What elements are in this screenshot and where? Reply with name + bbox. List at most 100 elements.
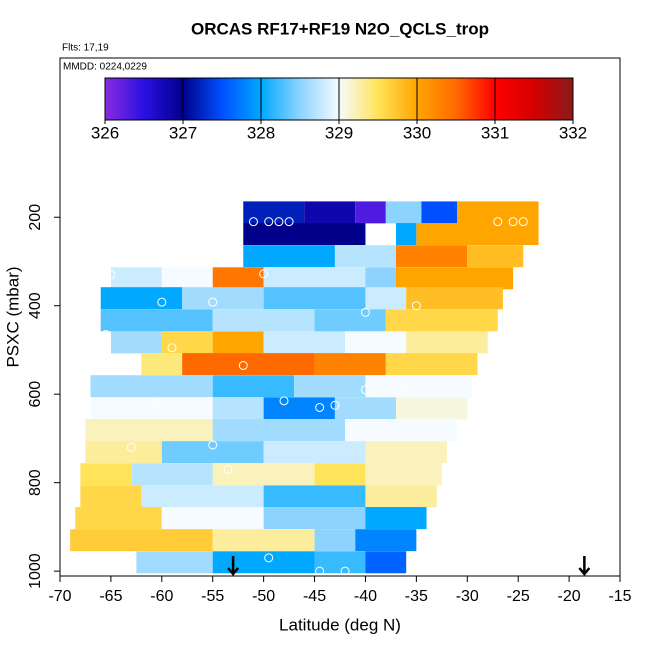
strip-segment (161, 507, 264, 530)
strip-segment (263, 397, 335, 420)
strip-segment (334, 397, 396, 420)
strip-segment (365, 287, 407, 310)
sample-point (401, 385, 411, 395)
strip-segment (365, 485, 437, 508)
strip-segment (467, 245, 524, 268)
colorbar-tick-label: 329 (325, 123, 353, 142)
sample-point (279, 396, 289, 406)
arrow (227, 556, 240, 576)
strip-segment (365, 551, 407, 574)
strip-segment (243, 223, 366, 246)
y-axis-label: PSXC (mbar) (3, 266, 22, 367)
colorbar-tick-label: 327 (169, 123, 197, 142)
strip-segment (365, 375, 473, 398)
strip-segment (212, 375, 295, 398)
strip-segment (80, 463, 132, 486)
x-tick-label: -35 (405, 588, 428, 605)
strip-segment (421, 201, 458, 224)
colorbar-tick-label: 331 (481, 123, 509, 142)
strip-segment (304, 201, 356, 224)
strip-segment (161, 331, 213, 354)
strip-segment (80, 485, 142, 508)
strip-segment (182, 353, 315, 376)
sample-point (126, 442, 136, 452)
strip-segment (85, 419, 213, 442)
strip-segment (212, 309, 315, 332)
strip-segment (416, 223, 539, 246)
sample-point (152, 398, 162, 408)
strip-segment (314, 529, 356, 552)
subtitle: Flts: 17,19 (62, 43, 109, 54)
strip-segment (141, 485, 264, 508)
strip-segment (406, 331, 488, 354)
strip-segment (396, 397, 468, 420)
sample-point (315, 566, 325, 576)
sample-point (259, 269, 269, 279)
y-tick-label: 1000 (27, 553, 44, 589)
sample-point (248, 217, 258, 227)
strip-segment (385, 309, 498, 332)
x-tick-label: -30 (456, 588, 479, 605)
strip-segment (212, 551, 315, 574)
strip-segment (243, 245, 335, 268)
sample-point (493, 217, 503, 227)
sample-point (360, 307, 370, 317)
strip-segment (365, 463, 442, 486)
strip-segment (110, 267, 162, 290)
strip-segment (90, 375, 213, 398)
strip-segment (294, 375, 366, 398)
strip-segment (110, 331, 162, 354)
strip-segment (212, 529, 315, 552)
sample-point (167, 343, 177, 353)
strip-segment (396, 267, 514, 290)
strip-segment (212, 419, 346, 442)
chart-title: ORCAS RF17+RF19 N2O_QCLS_trop (191, 19, 489, 38)
sample-point (264, 553, 274, 563)
annotation: MMDD: 0224,0229 (63, 62, 147, 73)
colorbar-tick-label: 332 (559, 123, 587, 142)
sample-point (208, 297, 218, 307)
strip-segment (263, 287, 366, 310)
strip-segment (70, 529, 213, 552)
strip-segment (263, 441, 366, 464)
x-tick-label: -45 (303, 588, 326, 605)
strip-segment (355, 529, 417, 552)
x-tick-label: -60 (150, 588, 173, 605)
strip-segment (85, 441, 162, 464)
strip-segment (457, 201, 539, 224)
sample-point (106, 270, 116, 280)
plot-frame (59, 57, 621, 577)
strip-segment (212, 463, 315, 486)
strip-segment (100, 309, 213, 332)
plot-area (70, 201, 539, 576)
strip-segment (355, 201, 386, 224)
sample-point (208, 440, 218, 450)
strip-segment (385, 201, 422, 224)
sample-point (360, 385, 370, 395)
strip-segment (182, 287, 264, 310)
arrow (578, 556, 591, 576)
strip-segment (385, 353, 478, 376)
strip-segment (161, 267, 213, 290)
strip-segment (212, 397, 264, 420)
strip-segment (365, 267, 396, 290)
sample-point (264, 217, 274, 227)
sample-point (274, 217, 284, 227)
strip-segment (345, 419, 458, 442)
sample-point (157, 297, 167, 307)
x-tick-label: -65 (99, 588, 122, 605)
sample-point (101, 329, 111, 339)
x-tick-label: -55 (201, 588, 224, 605)
x-tick-label: -20 (558, 588, 581, 605)
sample-point (315, 402, 325, 412)
x-tick-label: -50 (252, 588, 275, 605)
y-tick-label: 400 (27, 292, 44, 319)
strip-segment (345, 331, 407, 354)
strip-segment (396, 245, 468, 268)
strip-segment (90, 397, 213, 420)
colorbar-tick-label: 328 (247, 123, 275, 142)
sample-point (238, 360, 248, 370)
x-axis-label: Latitude (deg N) (279, 615, 401, 634)
strip-segment (396, 223, 417, 246)
